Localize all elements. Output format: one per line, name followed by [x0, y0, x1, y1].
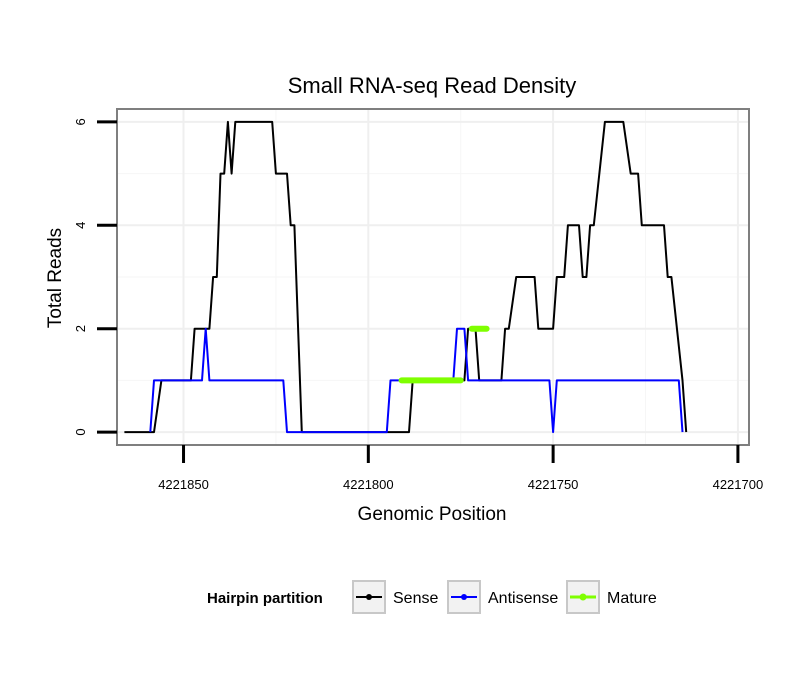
legend-point-antisense [461, 594, 467, 600]
y-axis: 0 2 4 6 [73, 118, 117, 436]
chart-title: Small RNA-seq Read Density [288, 73, 577, 98]
y-tick-label-3: 6 [73, 118, 88, 125]
grid-lines [117, 109, 749, 445]
x-tick-label-0: 4221850 [158, 477, 209, 492]
y-axis-title: Total Reads [45, 228, 66, 328]
legend-label-antisense: Antisense [488, 590, 558, 607]
plot-panel-border [116, 108, 750, 446]
legend: Hairpin partition Sense Antisense Mature [207, 580, 657, 614]
legend-label-mature: Mature [607, 590, 657, 607]
legend-item-antisense: Antisense [447, 580, 558, 614]
x-tick-label-1: 4221800 [343, 477, 394, 492]
legend-label-sense: Sense [393, 590, 438, 607]
y-tick-label-0: 0 [73, 428, 88, 435]
x-axis: 4221850 4221800 4221750 4221700 [158, 445, 763, 492]
legend-item-sense: Sense [352, 580, 438, 614]
x-tick-label-2: 4221750 [528, 477, 579, 492]
y-tick-label-1: 2 [73, 325, 88, 332]
x-axis-title: Genomic Position [358, 504, 507, 525]
x-tick-label-3: 4221700 [713, 477, 764, 492]
y-tick-label-2: 4 [73, 222, 88, 229]
series-layer [124, 120, 688, 434]
legend-point-mature [579, 593, 587, 601]
legend-item-mature: Mature [566, 580, 657, 614]
legend-title: Hairpin partition [207, 590, 323, 607]
legend-point-sense [366, 594, 372, 600]
series-line-sense [124, 120, 688, 434]
